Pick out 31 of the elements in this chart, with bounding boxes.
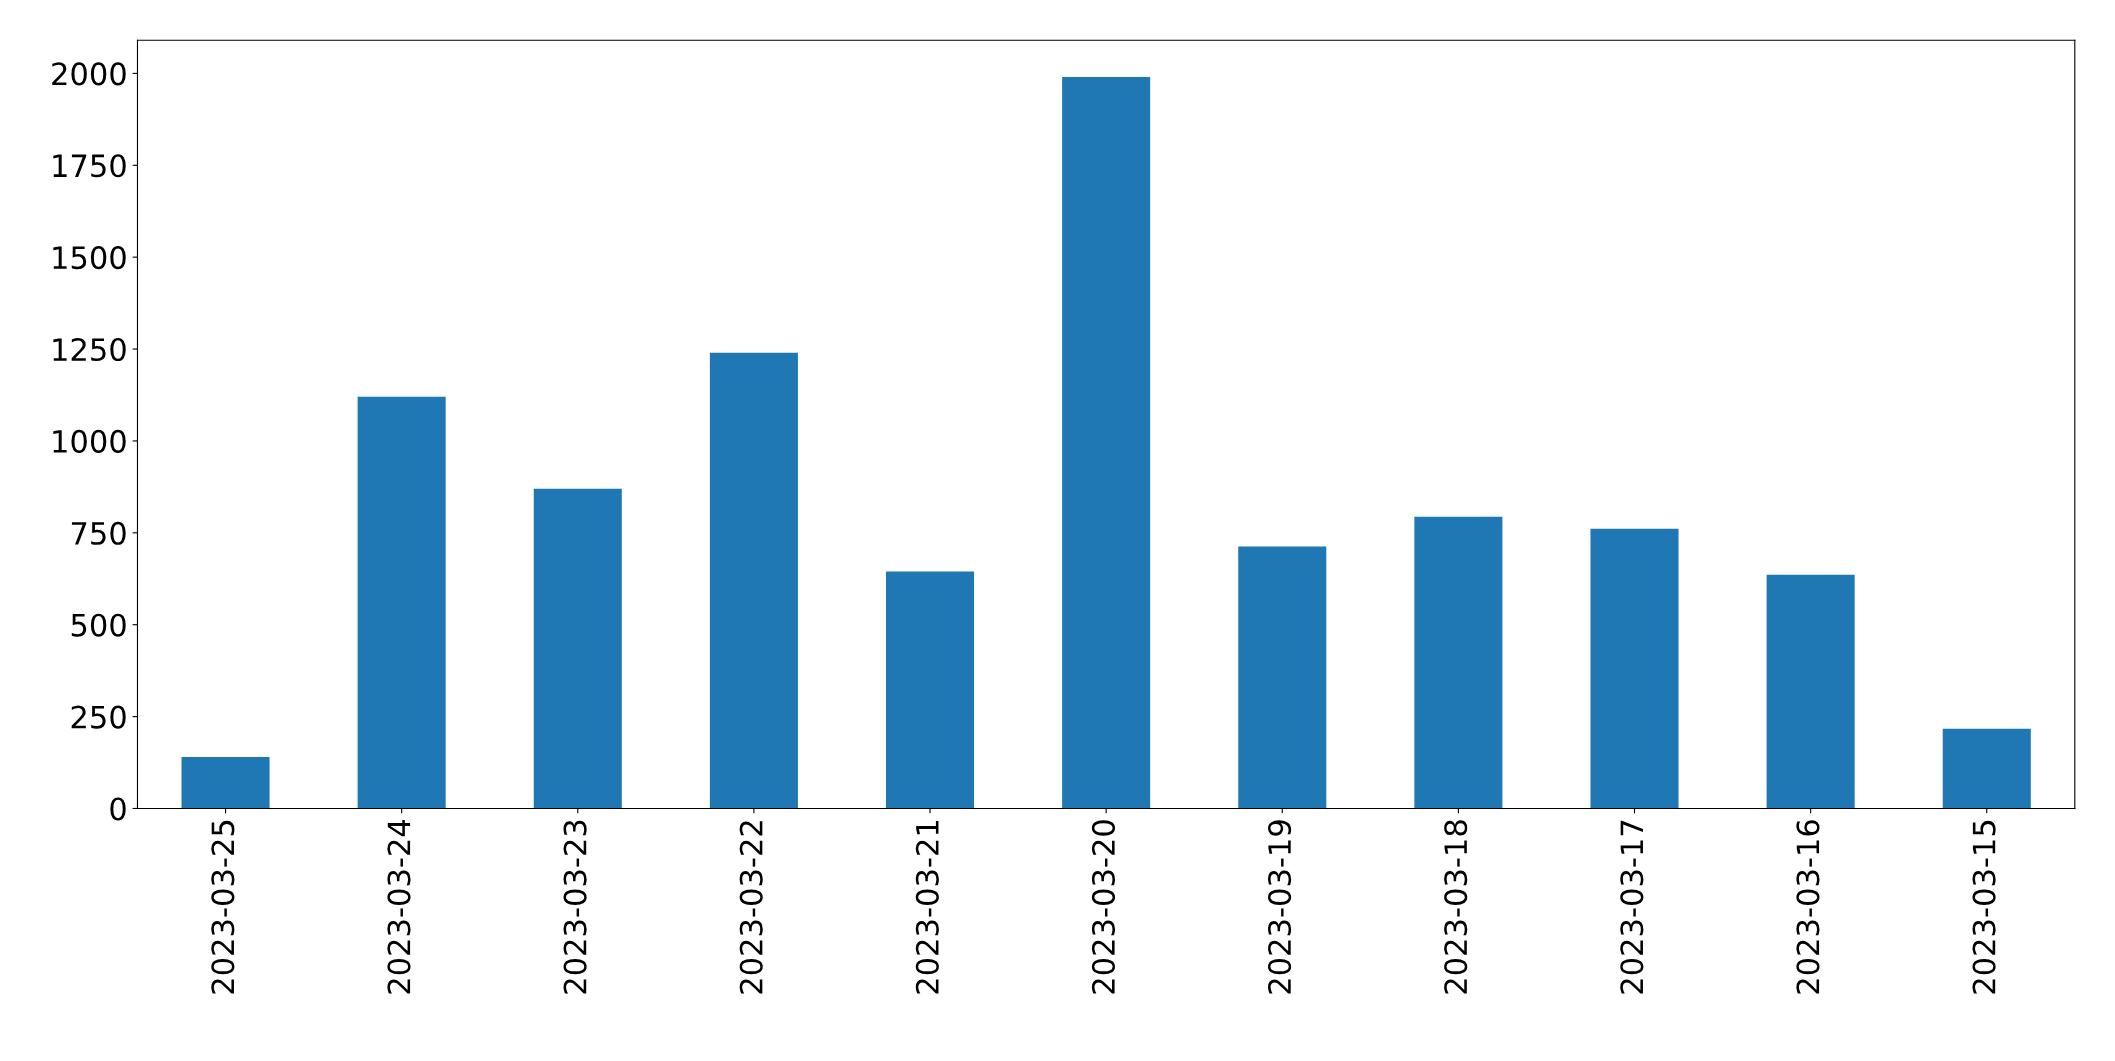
x-tick-label: 2023-03-21 bbox=[915, 821, 939, 994]
bar bbox=[885, 571, 975, 809]
x-tick-label: 2023-03-17 bbox=[1620, 820, 1644, 994]
bar bbox=[1766, 574, 1855, 809]
bar bbox=[1414, 516, 1503, 809]
bar bbox=[357, 396, 446, 809]
bar bbox=[533, 488, 622, 809]
x-tick-label: 2023-03-15 bbox=[1972, 820, 1996, 994]
bar bbox=[709, 352, 798, 809]
y-tick-label: 1750 bbox=[53, 154, 126, 178]
bar bbox=[1590, 528, 1679, 809]
bar bbox=[1062, 77, 1151, 809]
x-tick-label: 2023-03-25 bbox=[211, 820, 235, 994]
x-tick-label: 2023-03-22 bbox=[739, 821, 763, 994]
y-tick-label: 1250 bbox=[53, 337, 126, 362]
y-tick-label: 2000 bbox=[52, 62, 126, 86]
y-tick-label: 1000 bbox=[53, 429, 126, 453]
x-tick-label: 2023-03-16 bbox=[1796, 820, 1820, 994]
x-tick-label: 2023-03-18 bbox=[1444, 820, 1468, 994]
y-tick-label: 0 bbox=[110, 797, 126, 821]
bar bbox=[181, 757, 270, 809]
x-tick-label: 2023-03-20 bbox=[1091, 820, 1116, 994]
y-tick-label: 500 bbox=[71, 613, 126, 637]
y-tick-label: 750 bbox=[71, 521, 126, 545]
bar bbox=[1238, 546, 1327, 809]
x-tick-label: 2023-03-19 bbox=[1268, 820, 1292, 994]
y-tick-label: 1500 bbox=[53, 246, 126, 270]
y-tick-label: 250 bbox=[71, 705, 126, 729]
x-tick-label: 2023-03-24 bbox=[387, 819, 411, 994]
bar bbox=[1942, 728, 2031, 809]
x-tick-label: 2023-03-23 bbox=[563, 820, 587, 994]
